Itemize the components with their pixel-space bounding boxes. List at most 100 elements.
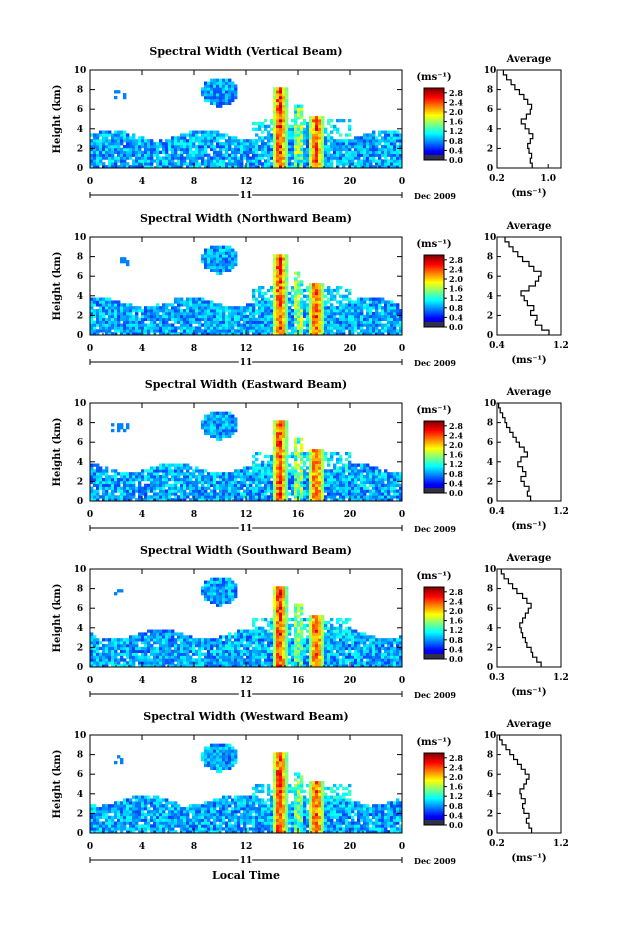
heatmap-cell <box>390 323 394 327</box>
heatmap-cell <box>315 121 319 126</box>
heatmap-cell <box>279 262 283 267</box>
heatmap-cell <box>204 165 208 169</box>
heatmap-cell <box>396 133 400 137</box>
heatmap-cell <box>327 486 331 490</box>
heatmap-cell <box>249 317 253 321</box>
heatmap-cell <box>399 486 403 490</box>
heatmap-cell <box>345 162 349 166</box>
heatmap-cell <box>351 303 355 307</box>
heatmap-cell <box>135 641 139 645</box>
heatmap-cell <box>207 153 211 157</box>
heatmap-cell <box>309 477 313 482</box>
heatmap-cell <box>135 635 139 639</box>
heatmap-cell <box>138 658 142 662</box>
heatmap-cell <box>210 320 214 324</box>
heatmap-cell <box>303 452 307 456</box>
heatmap-cell <box>312 283 316 287</box>
heatmap-cell <box>285 142 289 146</box>
heatmap-cell <box>273 119 277 123</box>
heatmap-cell <box>171 486 175 490</box>
heatmap-cell <box>282 423 286 427</box>
heatmap-cell <box>309 466 313 470</box>
heatmap-cell <box>135 498 139 502</box>
heatmap-cell <box>282 130 286 134</box>
heatmap-cell <box>219 498 223 502</box>
heatmap-cell <box>303 489 307 493</box>
heatmap-cell <box>309 306 313 310</box>
heatmap-cell <box>144 492 148 496</box>
y-tick-label: 6 <box>77 105 83 115</box>
heatmap-cell <box>345 483 349 487</box>
heatmap-cell <box>225 417 229 421</box>
heatmap-cell <box>318 472 322 476</box>
heatmap-cell <box>282 472 286 476</box>
heatmap-cell <box>162 314 166 319</box>
heatmap-cell <box>342 466 346 470</box>
heatmap-cell <box>237 314 241 319</box>
heatmap-cell <box>198 489 202 493</box>
heatmap-cell <box>384 469 388 473</box>
heatmap-cell <box>297 280 301 284</box>
colorbar: 0.00.40.81.21.62.02.42.8 <box>423 254 463 332</box>
heatmap-cell <box>153 314 157 319</box>
heatmap-cell <box>273 317 277 321</box>
heatmap-cell <box>210 144 214 149</box>
heatmap-cell <box>231 314 235 319</box>
heatmap-cell <box>285 119 289 123</box>
heatmap-cell <box>378 147 382 152</box>
heatmap-cell <box>204 130 208 134</box>
heatmap-cell <box>330 320 334 324</box>
heatmap-cell <box>234 144 238 149</box>
heatmap-cell <box>312 142 316 146</box>
heatmap-cell <box>228 147 232 152</box>
heatmap-cell <box>225 84 229 88</box>
heatmap-cell <box>93 635 97 639</box>
heatmap-cell <box>174 300 178 304</box>
heatmap-cell <box>273 443 277 447</box>
heatmap-cell <box>141 472 145 476</box>
heatmap-cell <box>294 306 298 310</box>
heatmap-cell <box>162 475 166 479</box>
heatmap-cell <box>315 320 319 324</box>
heatmap-cell <box>399 475 403 479</box>
colorbar-segment <box>424 114 444 117</box>
heatmap-cell <box>258 475 262 479</box>
heatmap-cell <box>336 306 340 310</box>
heatmap-cell <box>303 332 307 336</box>
heatmap-cell <box>300 437 304 441</box>
colorbar-tick-label: 0.8 <box>449 469 463 479</box>
heatmap-cell <box>90 306 94 310</box>
heatmap-cell <box>252 326 256 330</box>
heatmap-cell <box>240 323 244 327</box>
heatmap-cell <box>273 150 277 154</box>
heatmap-cell <box>171 472 175 476</box>
heatmap-cell <box>282 440 286 444</box>
heatmap-cell <box>240 165 244 169</box>
heatmap-cell <box>255 463 259 467</box>
heatmap-cell <box>195 332 199 336</box>
colorbar-segment <box>424 301 444 304</box>
heatmap-cell <box>273 428 277 433</box>
heatmap-cell <box>303 469 307 473</box>
heatmap-cell <box>198 300 202 304</box>
heatmap-cell <box>342 332 346 336</box>
heatmap-cell <box>297 452 301 456</box>
heatmap-cell <box>330 162 334 166</box>
heatmap-cell <box>285 265 289 270</box>
heatmap-cell <box>276 317 280 321</box>
heatmap-cell <box>231 417 235 421</box>
heatmap-cell <box>174 317 178 321</box>
heatmap-cell <box>318 457 322 462</box>
heatmap-cell <box>153 477 157 482</box>
heatmap-cell <box>354 498 358 502</box>
heatmap-cell <box>276 280 280 284</box>
heatmap-cell <box>282 113 286 117</box>
colorbar-segment <box>424 477 444 480</box>
heatmap-cell <box>129 486 133 490</box>
heatmap-cell <box>321 449 325 453</box>
heatmap-cell <box>279 110 283 114</box>
heatmap-cell <box>186 492 190 496</box>
heatmap-cell <box>327 477 331 482</box>
heatmap-cell <box>303 121 307 126</box>
heatmap-cell <box>216 268 220 272</box>
